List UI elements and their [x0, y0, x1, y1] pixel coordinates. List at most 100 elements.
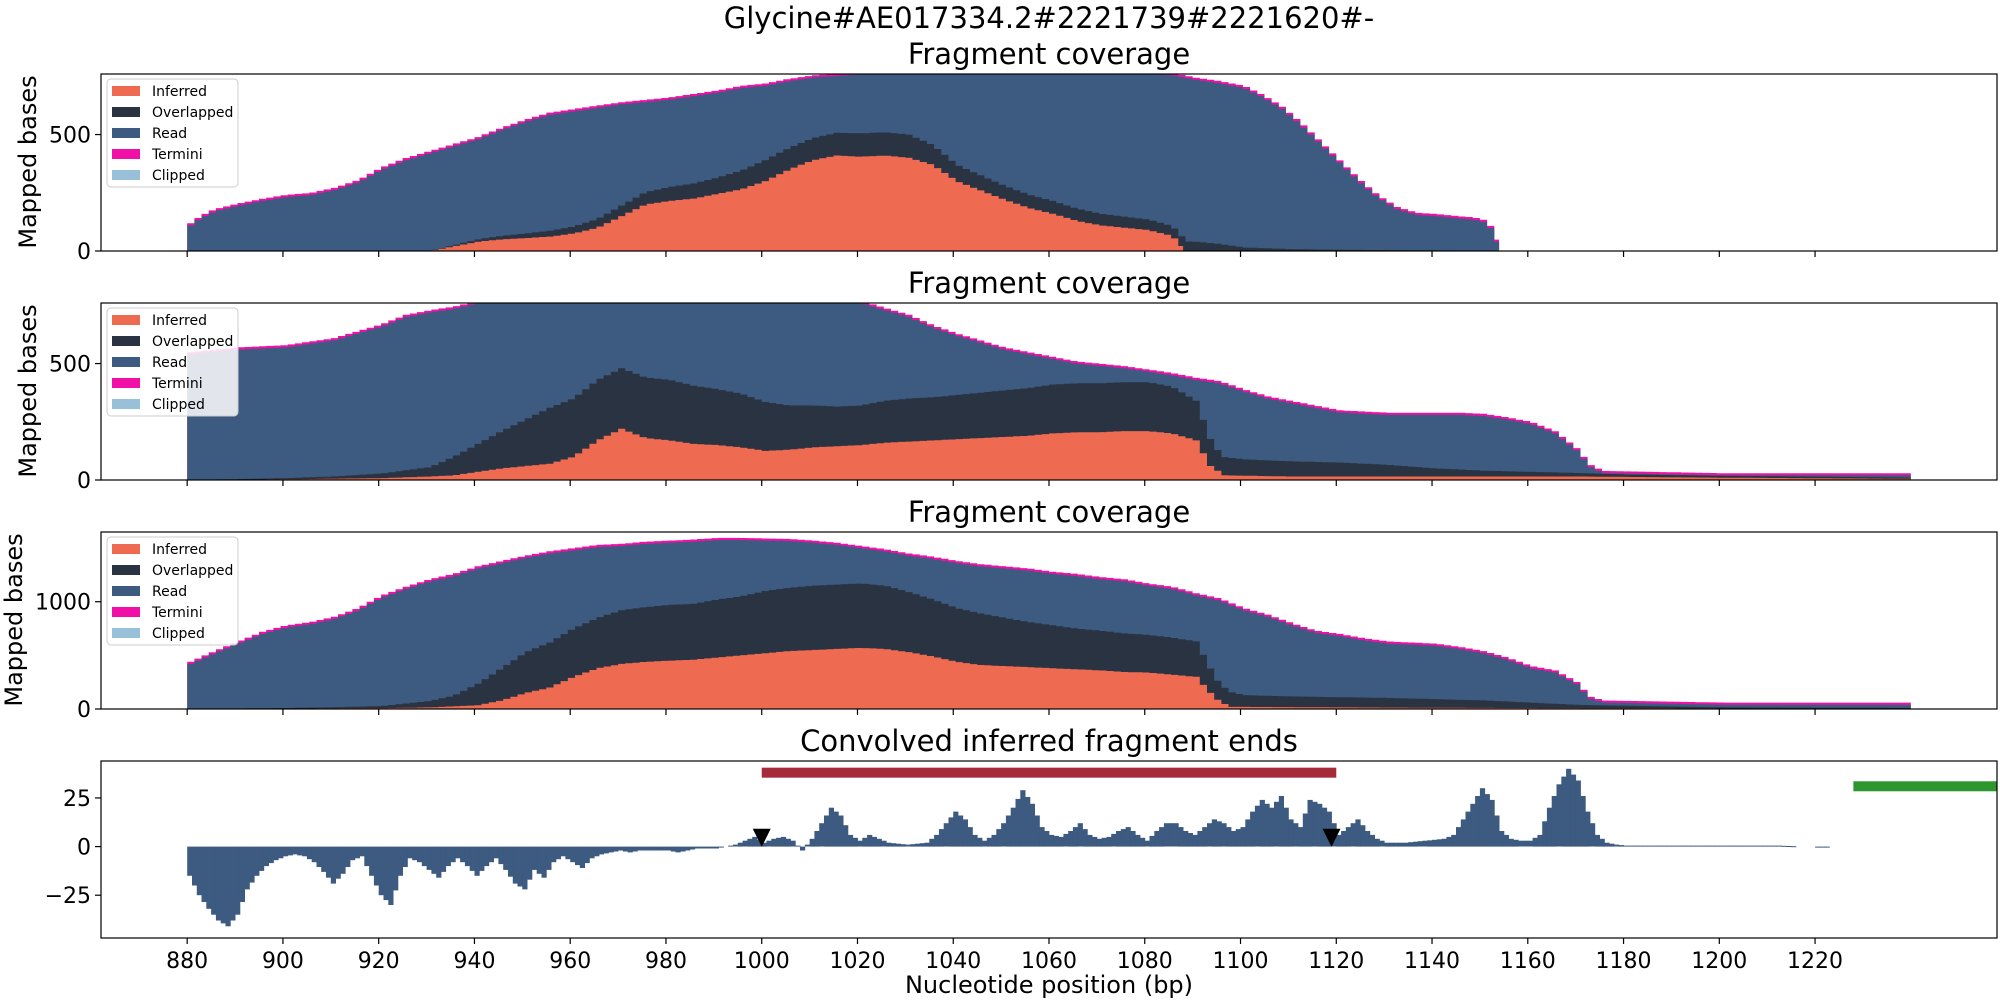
ends-bar: [1475, 796, 1481, 847]
panel-1-xticks: [186, 251, 1816, 257]
panel-1-legend: Inferred Overlapped Read Termini Clipped: [106, 78, 239, 188]
legend-swatch-read: [112, 586, 140, 596]
inferred-area: [187, 428, 1911, 480]
ends-bar: [570, 846, 576, 863]
ends-bar: [235, 846, 241, 915]
ends-bar: [369, 846, 375, 876]
ends-bar: [1657, 845, 1663, 847]
ends-bar: [1254, 805, 1261, 847]
ends-bar: [278, 846, 284, 859]
ends-bar: [464, 846, 471, 867]
ends-bar: [1427, 840, 1433, 847]
ends-bar: [417, 846, 423, 863]
ends-bar: [1336, 834, 1342, 847]
ends-bar: [1034, 815, 1040, 847]
ends-bar: [211, 846, 217, 915]
ends-bar: [1077, 823, 1083, 847]
ends-bar: [1432, 839, 1438, 847]
ends-bar: [1575, 780, 1581, 847]
ends-bar: [388, 846, 394, 905]
ends-bar: [1321, 807, 1328, 847]
ends-bar: [1628, 845, 1634, 847]
ends-bar: [292, 846, 298, 855]
ends-bar: [359, 846, 365, 857]
ends-bar: [1130, 831, 1136, 847]
ends-bar: [474, 846, 480, 876]
ends-bar: [1269, 807, 1275, 847]
panel-2-legend: Inferred Overlapped Read Termini Clipped: [106, 307, 239, 417]
ends-bar: [1312, 801, 1318, 847]
ends-bar: [1791, 846, 1797, 848]
ends-bar: [1685, 845, 1691, 847]
ends-bar: [1044, 831, 1050, 847]
ends-bar: [1681, 845, 1687, 847]
ends-bar: [1719, 845, 1725, 847]
ends-bar: [1125, 827, 1131, 847]
legend-swatch-overlapped: [112, 336, 140, 346]
ends-bar: [1594, 834, 1600, 847]
y-tick-label: 0: [77, 836, 91, 861]
x-tick-label: 1100: [1213, 949, 1269, 974]
panel-3-plot: [187, 537, 1911, 709]
ends-bar: [1752, 845, 1758, 847]
ends-bar: [996, 829, 1002, 847]
y-tick-label: 25: [63, 787, 91, 812]
ends-bar: [1551, 796, 1557, 847]
ends-bar: [244, 846, 250, 890]
ends-bar: [1570, 774, 1577, 847]
ends-bar: [551, 846, 557, 863]
ends-bar: [508, 846, 514, 877]
ends-bar: [1748, 845, 1754, 847]
ends-panel-plot: [187, 767, 1997, 927]
ends-bar: [1183, 831, 1189, 847]
panel-1-title: Fragment coverage: [908, 37, 1190, 71]
ends-bar: [646, 846, 652, 851]
ends-bar: [1274, 801, 1280, 847]
ends-bar: [440, 846, 447, 872]
x-tick-label: 1180: [1596, 949, 1652, 974]
ends-bar: [828, 807, 834, 847]
ends-bar: [728, 845, 734, 847]
ends-bar: [531, 846, 538, 870]
ends-bar: [1278, 796, 1284, 847]
ends-bar: [637, 846, 643, 851]
ends-bar: [905, 844, 911, 847]
ends-bar: [871, 836, 877, 847]
ends-bar: [1202, 827, 1208, 847]
ends-bar: [1168, 823, 1174, 847]
ends-bar: [421, 846, 427, 867]
ends-bar: [1776, 845, 1782, 847]
legend-label-read: Read: [152, 355, 187, 371]
x-tick-label: 1160: [1500, 949, 1556, 974]
ends-bar: [776, 837, 782, 847]
ends-bar: [220, 846, 226, 924]
x-tick-label: 1140: [1404, 949, 1460, 974]
ends-bar: [972, 834, 978, 847]
ends-bar: [680, 846, 686, 852]
ends-bar: [412, 846, 418, 861]
ends-bar: [1671, 845, 1677, 847]
ends-bar: [1470, 803, 1476, 847]
legend-swatch-clipped: [112, 170, 140, 180]
ends-bar: [795, 845, 801, 847]
ends-bar: [1298, 827, 1304, 847]
legend-swatch-inferred: [112, 315, 140, 325]
ends-bar: [450, 846, 456, 863]
panel-3-yticks: 0 1000: [35, 591, 101, 723]
y-tick-label: −25: [45, 884, 91, 909]
legend-label-read: Read: [152, 584, 187, 600]
ends-bar: [350, 846, 356, 861]
legend-swatch-overlapped: [112, 107, 140, 117]
ends-bar: [651, 846, 657, 851]
x-tick-label: 1040: [925, 949, 981, 974]
ends-bar: [1173, 823, 1179, 847]
ends-bar: [661, 846, 667, 851]
legend-swatch-termini: [112, 378, 140, 388]
y-tick-label: 0: [77, 240, 91, 265]
ends-bar: [1508, 838, 1514, 847]
ends-bar: [1197, 831, 1203, 847]
ends-bar: [259, 846, 265, 871]
ends-bar: [1743, 845, 1749, 847]
ends-bar: [1025, 797, 1031, 847]
ends-bar: [1288, 819, 1294, 847]
